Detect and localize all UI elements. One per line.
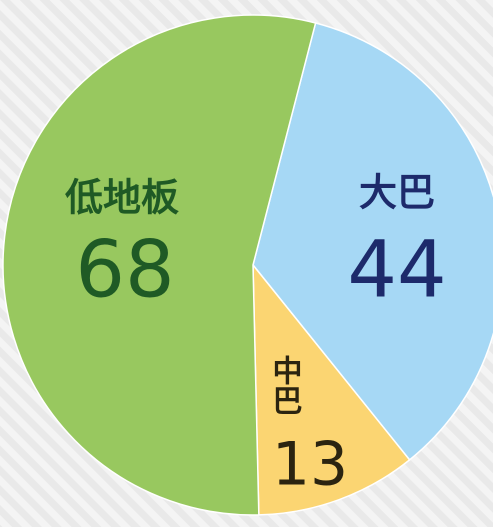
slice-name: 中巴 xyxy=(267,355,302,415)
pie xyxy=(2,14,493,516)
slice xyxy=(2,14,317,516)
slice-value: 44 xyxy=(347,225,446,315)
labels: 大巴 44 中巴 13 低地板 68 xyxy=(65,171,447,500)
slice-value: 68 xyxy=(75,225,174,315)
slice-value: 13 xyxy=(272,430,348,500)
slice xyxy=(252,262,411,516)
slice-name: 低地板 xyxy=(65,176,179,220)
slice xyxy=(252,22,493,461)
slice-name: 大巴 xyxy=(359,171,435,215)
